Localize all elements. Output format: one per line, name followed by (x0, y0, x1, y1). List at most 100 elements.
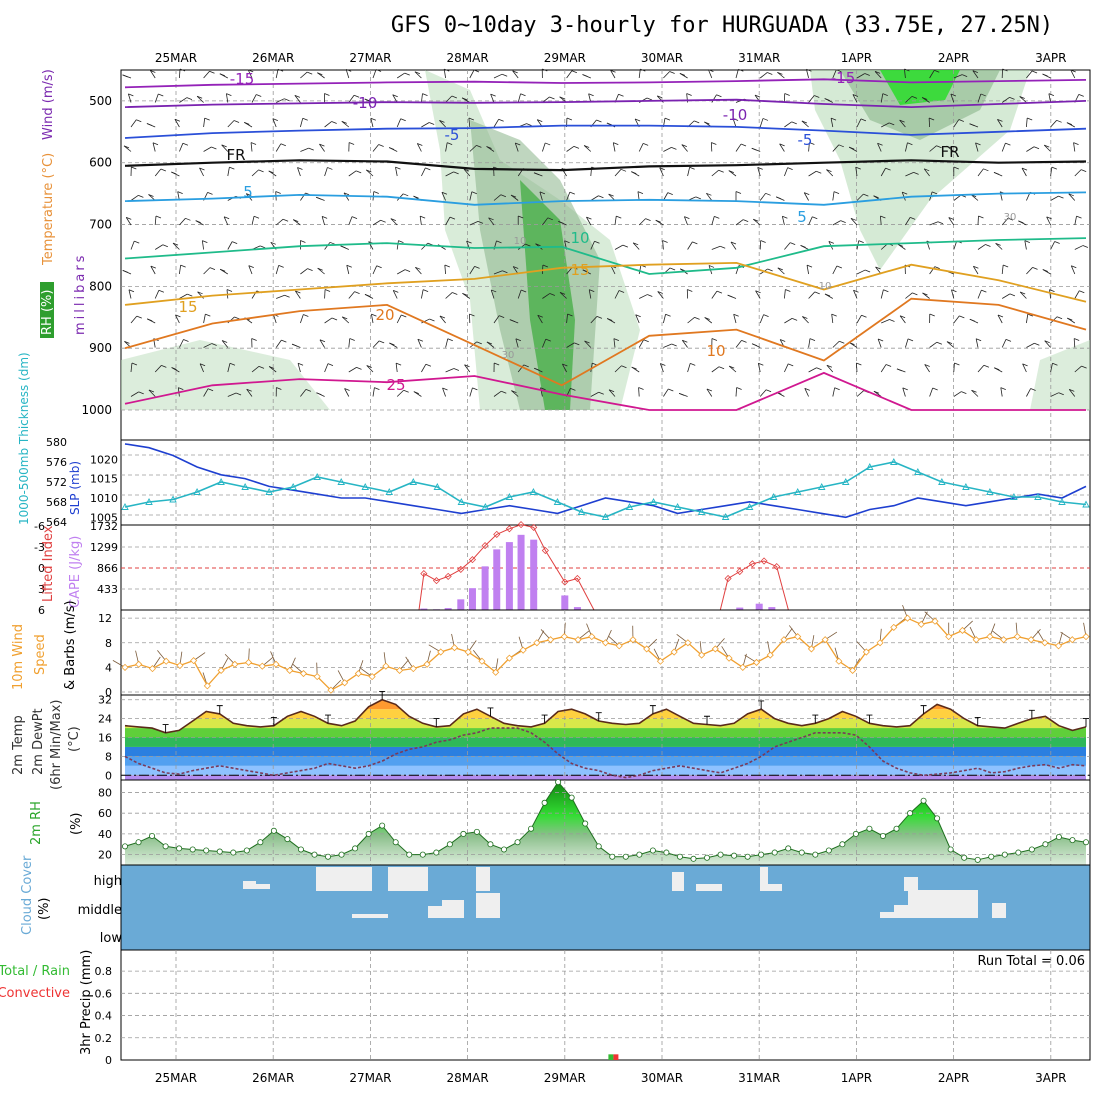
rh2m-point (258, 840, 263, 845)
rh2m-point (664, 850, 669, 855)
wind10m-tick-label: 8 (105, 637, 112, 650)
cape-bar (457, 599, 464, 610)
cape-tick-label: 1299 (90, 541, 118, 554)
cloud-tick-label: middle (78, 903, 122, 918)
rh2m-point (704, 855, 709, 860)
date-tick-bottom: 29MAR (544, 1071, 586, 1085)
precip-total-bar (608, 1054, 613, 1060)
cloud-block (476, 893, 500, 918)
temp2m-tick-label: 16 (98, 732, 112, 745)
cape-axis-label: CAPE (J/kg) (68, 536, 83, 608)
rh2m-point (217, 849, 222, 854)
cape-bar (518, 535, 525, 610)
isotherm-label: FR (940, 143, 959, 161)
thickness-tick-label: 568 (46, 496, 67, 509)
rh2m-point (474, 829, 479, 834)
pressure-tick-label: 600 (89, 156, 112, 170)
cloud-block (904, 877, 918, 891)
date-tick-bottom: 1APR (841, 1071, 872, 1085)
isotherm-label: -5 (445, 126, 460, 144)
cloud-block (442, 900, 464, 918)
rh2m-point (867, 826, 872, 831)
rh2m-point (149, 833, 154, 838)
precip-total-legend: Total / Rain (0, 964, 70, 979)
temp2m-axis-label-line: (°C) (67, 726, 82, 752)
slp-axis-label: SLP (mb) (68, 461, 82, 515)
date-tick-top: 26MAR (252, 51, 294, 65)
thickness-tick-label: 576 (46, 456, 67, 469)
precip-convective-bar (613, 1054, 618, 1060)
rh2m-point (461, 831, 466, 836)
temp-band (121, 756, 1090, 765)
rh2m-point (1043, 842, 1048, 847)
rh2m-point (610, 854, 615, 859)
cloud-block (316, 867, 372, 891)
rh2m-point (1029, 847, 1034, 852)
slp-tick-label: 1015 (90, 473, 118, 486)
rh2m-point (826, 848, 831, 853)
isotherm-label: 5 (243, 183, 253, 201)
isotherm-label: 20 (375, 306, 394, 324)
date-tick-bottom: 30MAR (641, 1071, 683, 1085)
cape-bar (561, 595, 568, 610)
cloud-tick-label: high (94, 874, 122, 889)
date-tick-top: 28MAR (447, 51, 489, 65)
date-tick-top: 1APR (841, 51, 872, 65)
wind10m-tick-label: 4 (105, 661, 112, 674)
isotherm-label: 30 (1004, 212, 1017, 223)
isotherm-label: 10 (514, 236, 527, 247)
isotherm-label: 10 (570, 229, 589, 247)
precip-panel: 0.80.60.40.20 Run Total = 0.06 3hr Preci… (0, 950, 1090, 1067)
temp2m-axis-label-line: 2m Temp (11, 715, 26, 775)
cloud-block (696, 884, 722, 891)
thickness-axis-label: 1000-500mb Thickness (dm) (17, 352, 31, 525)
rh2m-axis-label-line: 2m RH (29, 801, 44, 845)
cloud-axis-label-line: (%) (37, 898, 52, 921)
cape-bar (469, 588, 476, 610)
cloud-block (760, 867, 768, 891)
temp-band (121, 747, 1090, 756)
precip-axis-label: 3hr Precip (mm) (79, 950, 94, 1055)
rh2m-point (366, 831, 371, 836)
precip-convective-legend: Convective (0, 986, 70, 1001)
rh2m-point (745, 854, 750, 859)
isotherm-label: 10 (819, 281, 832, 292)
cloud-block (388, 867, 428, 891)
rh2m-point (813, 852, 818, 857)
cloud-tick-label: low (100, 931, 123, 946)
rh2m-point (880, 833, 885, 838)
rh2m-point (285, 836, 290, 841)
rh2m-point (569, 795, 574, 800)
rh2m-point (312, 852, 317, 857)
isotherm-label: 15 (570, 261, 589, 279)
rh2m-point (1083, 840, 1088, 845)
temp2m-tick-label: 32 (98, 694, 112, 707)
cape-bar (530, 540, 537, 610)
rh2m-point (772, 850, 777, 855)
cape-bar (756, 604, 763, 610)
rh2m-point (759, 852, 764, 857)
wind-axis-label: Wind (m/s) (41, 69, 56, 140)
rh2m-point (393, 840, 398, 845)
rh2m-point (542, 800, 547, 805)
rh2m-point (650, 848, 655, 853)
rh2m-point (962, 855, 967, 860)
rh2m-point (447, 842, 452, 847)
rh2m-point (894, 826, 899, 831)
rh2m-point (975, 857, 980, 862)
isotherm-label: 5 (797, 208, 807, 226)
rh2m-point (271, 828, 276, 833)
cloud-block (352, 914, 388, 918)
thickness-tick-label: 580 (46, 436, 67, 449)
rh2m-point (339, 852, 344, 857)
rh2m-point (596, 844, 601, 849)
cape-bar (482, 566, 489, 610)
rh2m-point (231, 850, 236, 855)
rh2m-point (691, 856, 696, 861)
date-tick-top: 3APR (1035, 51, 1066, 65)
cape-bar (493, 549, 500, 610)
rh2m-point (786, 846, 791, 851)
